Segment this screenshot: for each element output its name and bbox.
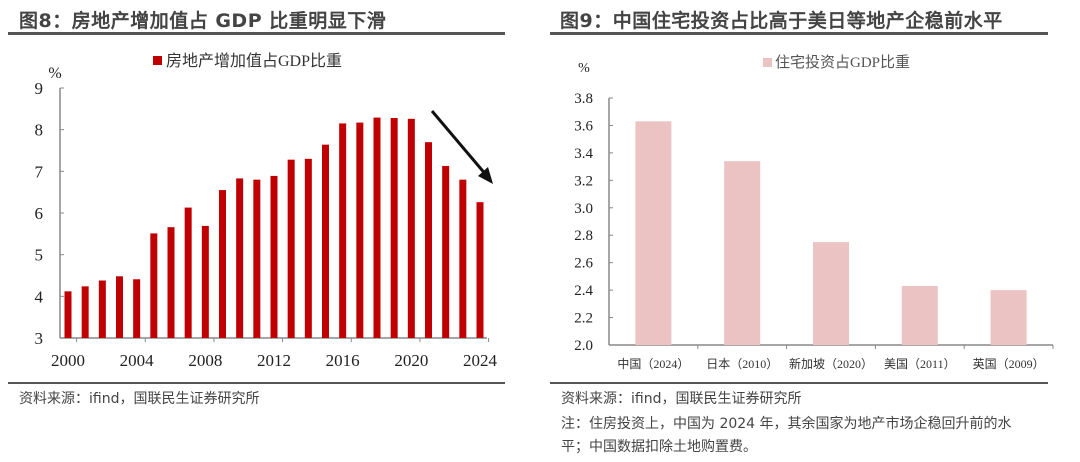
left-bar-2018 xyxy=(373,117,381,338)
right-y-unit: % xyxy=(578,61,590,76)
left-bar-2001 xyxy=(81,286,89,338)
left-x-tick-label: 2024 xyxy=(463,351,498,370)
left-bar-2017 xyxy=(356,122,364,338)
left-legend-label: 房地产增加值占GDP比重 xyxy=(166,52,342,70)
left-x-tick-label: 2004 xyxy=(120,351,155,370)
left-bar-2003 xyxy=(116,276,123,338)
right-source: 资料来源：ifind，国联民生证券研究所 xyxy=(561,391,802,407)
right-bar-2 xyxy=(813,242,849,345)
right-y-tick-label: 2.8 xyxy=(574,228,593,244)
left-bar-2012 xyxy=(270,175,278,338)
right-y-tick-label: 2.0 xyxy=(574,338,593,354)
left-bar-2021 xyxy=(425,142,432,338)
right-bar-4 xyxy=(990,290,1027,345)
trend-arrow-shaft xyxy=(430,110,489,177)
left-y-unit: % xyxy=(48,65,61,82)
left-bar-2008 xyxy=(201,225,209,338)
left-chart-title: 图8：房地产增加值占 GDP 比重明显下滑 xyxy=(19,10,387,32)
right-y-tick-label: 3.4 xyxy=(574,146,593,162)
right-bar-3 xyxy=(901,285,938,345)
left-bar-2015 xyxy=(322,144,329,338)
left-bar-2006 xyxy=(167,227,175,338)
left-bar-2000 xyxy=(64,291,72,338)
left-bar-2009 xyxy=(219,190,226,338)
left-bar-2011 xyxy=(253,179,261,338)
right-y-tick-label: 3.6 xyxy=(574,118,593,134)
right-x-tick-label: 中国（2024） xyxy=(617,356,689,371)
right-y-tick-label: 2.2 xyxy=(574,311,593,327)
right-title-rule xyxy=(550,32,1048,35)
left-bar-2020 xyxy=(407,118,415,338)
trend-arrow-head-icon xyxy=(478,167,493,184)
left-bar-2007 xyxy=(184,207,192,338)
left-x-tick-label: 2012 xyxy=(257,351,291,370)
right-y-tick-label: 2.4 xyxy=(574,283,593,299)
right-chart-title: 图9：中国住宅投资占比高于美日等地产企稳前水平 xyxy=(560,10,1003,32)
left-bar-2010 xyxy=(236,178,244,338)
left-y-tick-label: 6 xyxy=(35,204,44,223)
left-bar-2022 xyxy=(442,165,450,338)
right-y-tick-label: 3.0 xyxy=(574,201,593,217)
left-source: 资料来源：ifind，国联民生证券研究所 xyxy=(19,391,260,407)
right-x-tick-label: 英国（2009） xyxy=(973,357,1045,371)
left-legend-swatch xyxy=(153,56,162,65)
right-note-line2: 平；中国数据扣除土地购置费。 xyxy=(561,439,757,455)
right-note-line1: 注：住房投资上，中国为 2024 年，其余国家为地产市场企稳回升前的水 xyxy=(561,416,1012,432)
right-bar-1 xyxy=(724,161,761,345)
left-y-tick-label: 9 xyxy=(35,79,44,98)
left-x-tick-label: 2000 xyxy=(51,351,85,370)
right-y-tick-label: 2.6 xyxy=(574,256,593,272)
right-x-tick-label: 日本（2010） xyxy=(706,357,778,371)
right-y-tick-label: 3.2 xyxy=(574,173,593,189)
left-x-tick-label: 2008 xyxy=(188,351,222,370)
right-x-tick-label: 美国（2011） xyxy=(884,357,956,371)
left-bar-2005 xyxy=(150,233,158,338)
left-bar-2004 xyxy=(133,279,141,338)
right-legend-swatch xyxy=(763,58,772,67)
left-bar-2013 xyxy=(287,159,295,338)
right-bar-0 xyxy=(635,121,672,345)
left-bar-2014 xyxy=(304,158,312,338)
right-bottom-rule xyxy=(550,382,1048,384)
left-x-tick-label: 2020 xyxy=(394,351,428,370)
left-x-tick-label: 2016 xyxy=(326,351,360,370)
left-y-tick-label: 5 xyxy=(35,246,44,265)
right-x-tick-label: 新加坡（2020） xyxy=(789,356,873,371)
left-y-tick-label: 3 xyxy=(35,329,44,348)
right-legend-label: 住宅投资占GDP比重 xyxy=(775,54,910,71)
right-y-tick-label: 3.8 xyxy=(574,91,593,107)
left-bar-2019 xyxy=(390,118,398,338)
left-bar-2024 xyxy=(476,202,484,338)
left-bottom-rule xyxy=(8,382,505,384)
left-y-tick-label: 7 xyxy=(35,162,44,181)
left-bar-2016 xyxy=(339,123,347,339)
left-bar-2023 xyxy=(459,179,467,338)
left-bar-2002 xyxy=(98,280,106,338)
left-y-tick-label: 4 xyxy=(35,287,44,306)
left-y-tick-label: 8 xyxy=(35,121,44,140)
left-title-rule xyxy=(8,32,505,35)
